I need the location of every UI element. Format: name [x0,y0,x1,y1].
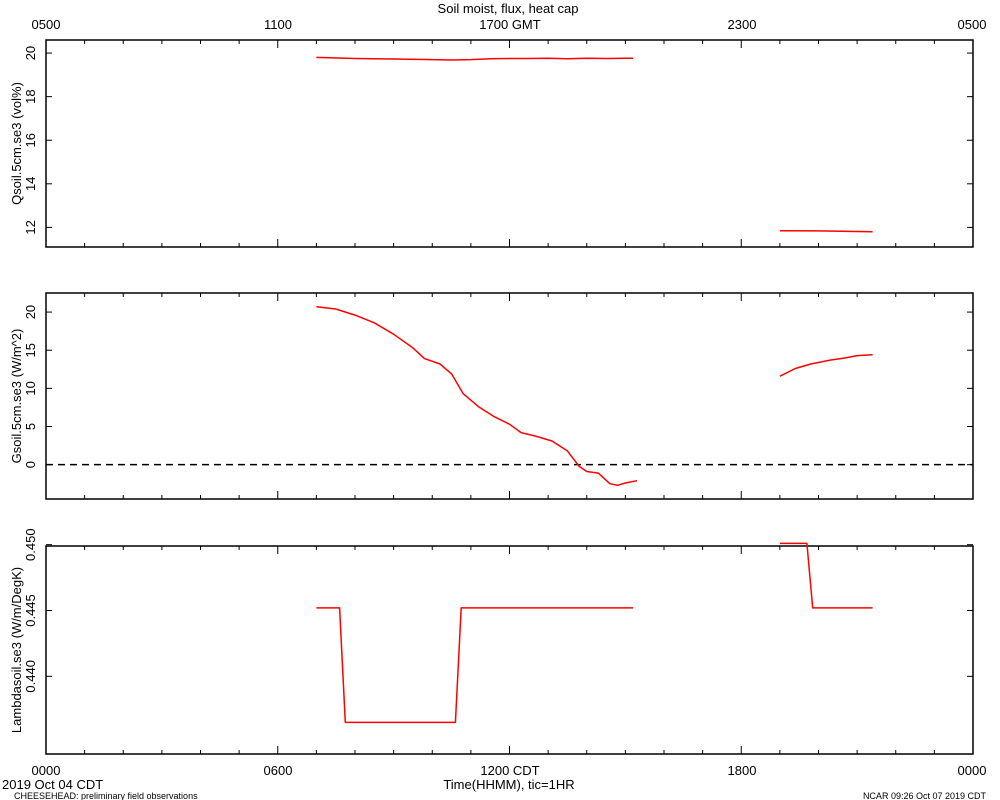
bottom-tick-label-4: 0000 [958,763,987,778]
x-axis-label: Time(HHMM), tic=1HR [443,777,574,792]
panel-soil-heat-flux: 0 5 10 15 20 Gsoil.5cm.se3 (W/m^2) [9,292,974,500]
top-tick-label-4: 0500 [958,17,987,32]
y-axis-label: Qsoil.5cm.se3 (vol%) [9,82,24,205]
y-axis-label: Gsoil.5cm.se3 (W/m^2) [9,329,24,464]
top-axis-labels: 0500 1100 1700 GMT 2300 0500 [32,17,987,32]
plot-frame [45,545,974,755]
series-line-segment-1 [779,542,873,609]
y-tick-label: 20 [23,305,38,319]
series-line-segment-1 [779,354,873,377]
top-tick-label-0: 0500 [32,17,61,32]
y-tick-label: 0.450 [23,528,38,561]
top-tick-label-2: 1700 GMT [479,17,540,32]
bottom-axis-labels: 0000 0600 1200 CDT 1800 0000 [32,763,987,778]
y-tick-label: 10 [23,381,38,395]
bottom-tick-label-1: 0600 [264,763,293,778]
y-tick-label: 0 [23,461,38,468]
y-tick-label: 15 [23,343,38,357]
chart-title: Soil moist, flux, heat cap [438,1,579,16]
bottom-tick-label-2: 1200 CDT [480,763,539,778]
credit-label: NCAR 09:26 Oct 07 2019 CDT [863,791,987,800]
plot-frame [45,39,974,248]
plot-frame [45,292,974,500]
date-label: 2019 Oct 04 CDT [2,777,103,792]
y-tick-label: 20 [23,46,38,60]
y-tick-label: 18 [23,89,38,103]
series-line-segment-0 [316,607,634,724]
panel-soil-moisture: 12 14 16 18 20 Qsoil.5cm.se3 (vol%) [9,39,974,248]
series-line-segment-1 [779,229,873,233]
bottom-tick-label-0: 0000 [32,763,61,778]
top-tick-label-1: 1100 [264,17,292,32]
panel-thermal-conductivity: 0.440 0.445 0.450 Lambdasoil.se3 (W/m/DegK) [9,528,974,755]
top-tick-label-3: 2300 [728,17,757,32]
y-tick-label: 0.440 [23,660,38,693]
y-axis-label: Lambdasoil.se3 (W/m/DegK) [9,567,24,733]
y-tick-label: 14 [23,177,38,191]
bottom-tick-label-3: 1800 [728,763,757,778]
y-tick-label: 0.445 [23,594,38,627]
project-note: CHEESEHEAD: preliminary field observatio… [14,791,198,800]
y-tick-label: 16 [23,133,38,147]
y-tick-label: 12 [23,220,38,234]
series-line-segment-0 [316,305,638,487]
series-line-segment-0 [316,56,634,61]
y-tick-label: 5 [23,423,38,430]
